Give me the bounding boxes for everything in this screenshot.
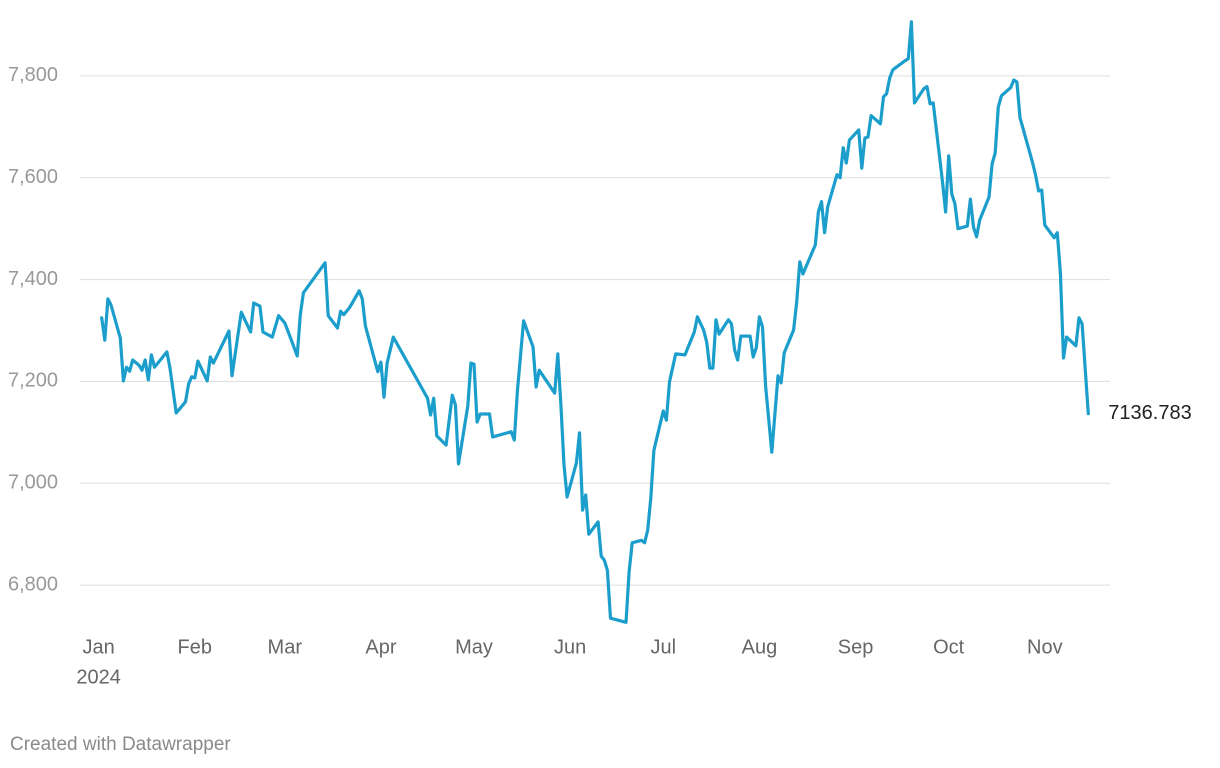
- x-tick-label: Nov: [1027, 636, 1063, 658]
- x-tick-label: Oct: [933, 636, 965, 658]
- x-tick-label: Mar: [268, 636, 303, 658]
- x-tick-label: Feb: [178, 636, 212, 658]
- x-tick-label: Jan: [82, 636, 114, 658]
- line: [100, 20, 1090, 624]
- x-tick-year: 2024: [76, 666, 121, 688]
- x-tick-label: Apr: [365, 636, 396, 658]
- footer: Created with Datawrapper: [10, 734, 231, 755]
- y-tick-label: 6,800: [8, 573, 58, 595]
- end-value-label: 7136.783: [1108, 402, 1191, 424]
- x-tick-label: Jun: [554, 636, 586, 658]
- y-tick-label: 7,600: [8, 166, 58, 188]
- x-tick-label: Sep: [838, 636, 874, 658]
- x-tick-label: May: [455, 636, 493, 658]
- x-tick-label: Aug: [742, 636, 778, 658]
- y-tick-label: 7,000: [8, 472, 58, 494]
- y-tick-label: 7,400: [8, 268, 58, 290]
- y-tick-label: 7,800: [8, 64, 58, 86]
- y-tick-label: 7,200: [8, 370, 58, 392]
- x-tick-label: Jul: [650, 636, 676, 658]
